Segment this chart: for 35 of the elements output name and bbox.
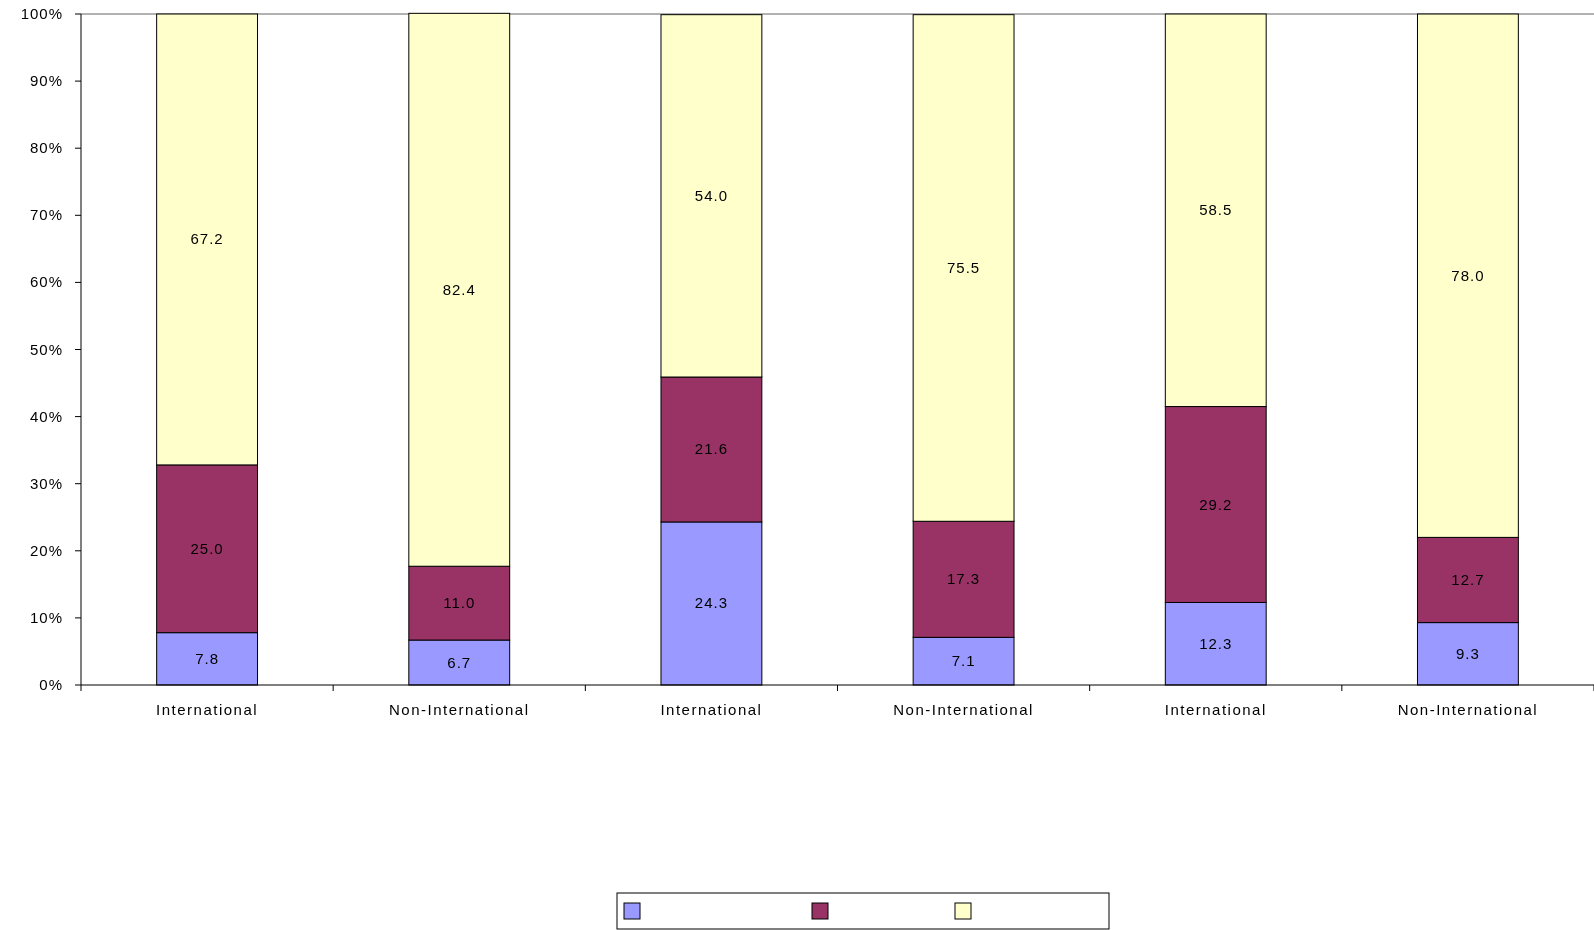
data-label: 54.0 xyxy=(694,186,729,204)
y-tick-label: 0% xyxy=(39,676,63,693)
data-label: 6.7 xyxy=(447,653,472,671)
x-tick-label: Non-International xyxy=(388,701,530,718)
data-label: 12.3 xyxy=(1199,634,1233,652)
data-label: 11.0 xyxy=(443,594,476,612)
data-label: 25.0 xyxy=(190,539,224,557)
x-tick-label: International xyxy=(1164,701,1267,718)
y-tick-label: 80% xyxy=(29,139,63,157)
x-tick-label: International xyxy=(156,701,259,718)
data-label: 12.7 xyxy=(1451,570,1485,588)
data-label: 17.3 xyxy=(946,570,981,588)
data-label: 9.3 xyxy=(1455,644,1480,662)
y-tick-label: 70% xyxy=(29,206,63,224)
y-tick-label: 10% xyxy=(29,608,63,626)
x-tick-label: International xyxy=(660,701,763,718)
x-tick-label: Non-International xyxy=(893,701,1034,718)
data-label: 21.6 xyxy=(694,440,729,458)
y-tick-label: 20% xyxy=(29,541,63,559)
data-label: 24.3 xyxy=(694,594,729,612)
y-tick-label: 40% xyxy=(29,407,63,425)
y-tick-label: 90% xyxy=(29,72,63,90)
y-tick-label: 60% xyxy=(29,273,63,291)
data-label: 82.4 xyxy=(442,280,476,298)
data-label: 7.8 xyxy=(195,649,220,667)
data-label: 67.2 xyxy=(190,230,224,248)
y-tick-label: 30% xyxy=(29,474,63,492)
data-label: 7.1 xyxy=(951,652,976,670)
y-tick-label: 100% xyxy=(20,5,63,22)
data-label: 75.5 xyxy=(946,258,981,276)
data-label: 58.5 xyxy=(1199,201,1233,219)
data-label: 78.0 xyxy=(1451,266,1485,284)
y-tick-label: 50% xyxy=(29,340,63,358)
x-tick-label: Non-International xyxy=(1397,701,1539,718)
data-label: 29.2 xyxy=(1199,495,1233,513)
